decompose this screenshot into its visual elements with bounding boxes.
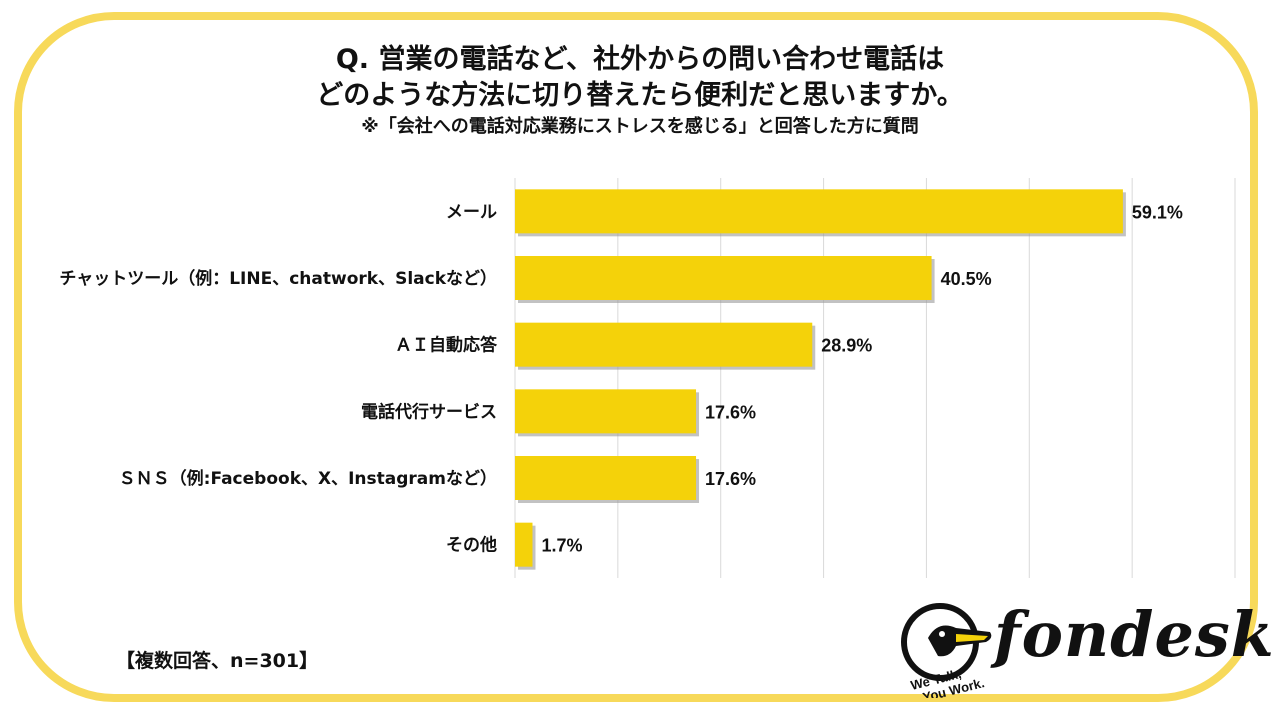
category-label: ＡＩ自動応答 bbox=[395, 335, 498, 356]
bar bbox=[515, 189, 1123, 234]
bar bbox=[515, 456, 697, 500]
data-label: 28.9% bbox=[821, 336, 872, 356]
category-label: メール bbox=[446, 202, 497, 222]
data-label: 17.6% bbox=[705, 469, 756, 489]
data-label: 17.6% bbox=[705, 402, 756, 422]
data-label: 40.5% bbox=[941, 269, 992, 289]
data-label: 59.1% bbox=[1132, 202, 1183, 222]
bar bbox=[515, 522, 533, 567]
title-line-2: どのような方法に切り替えたら便利だと思いますか。 bbox=[316, 80, 964, 111]
bar bbox=[515, 256, 932, 300]
chart-subtitle: ※「会社への電話対応業務にストレスを感じる」と回答した方に質問 bbox=[361, 116, 919, 137]
category-label: その他 bbox=[446, 535, 497, 556]
footnote: 【複数回答、n=301】 bbox=[116, 650, 319, 672]
bar bbox=[515, 322, 813, 367]
category-label: ＳＮＳ（例:Facebook、X、Instagramなど） bbox=[119, 468, 497, 489]
bar bbox=[515, 389, 697, 434]
logo-wordmark: fondesk bbox=[994, 598, 1275, 671]
data-label: 1.7% bbox=[541, 536, 582, 556]
fondesk-logo: We Talk, You Work. fondesk bbox=[898, 598, 1274, 705]
chart-title: Q. 営業の電話など、社外からの問い合わせ電話は どのような方法に切り替えたら便… bbox=[0, 42, 1280, 140]
pelican-logo-icon: We Talk, You Work. bbox=[901, 603, 992, 705]
category-label: チャットツール（例：LINE、chatwork、Slackなど） bbox=[59, 268, 497, 289]
title-line-1: Q. 営業の電話など、社外からの問い合わせ電話は bbox=[335, 44, 945, 75]
category-label: 電話代行サービス bbox=[361, 401, 497, 422]
